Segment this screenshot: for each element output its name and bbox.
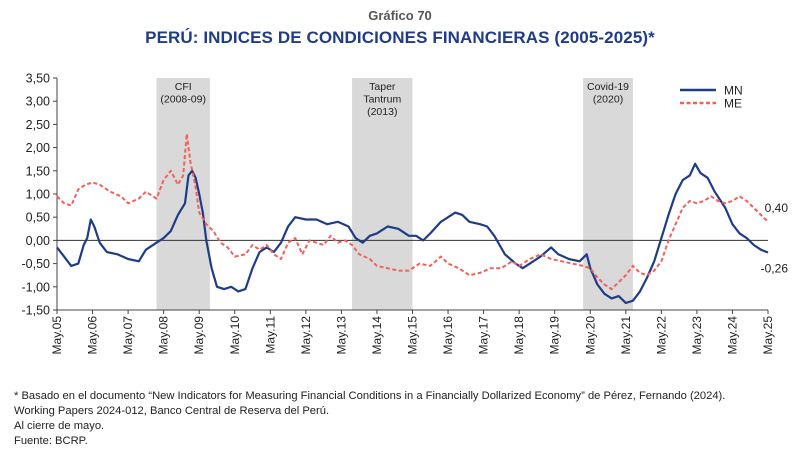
shaded-period-label: (2020) (593, 94, 623, 106)
x-tick-label: May.09 (192, 316, 206, 355)
x-tick-label: May.13 (334, 316, 348, 355)
x-tick-label: May.23 (690, 316, 704, 355)
x-tick-label: May.05 (50, 316, 64, 355)
x-tick-label: May.25 (761, 316, 775, 355)
end-label-me: 0,40 (765, 201, 789, 215)
x-tick-label: May.16 (441, 316, 455, 355)
footnote-source: Fuente: BCRP. (14, 435, 88, 447)
y-tick-label: -1,00 (22, 280, 51, 294)
footnotes: * Basado en el documento “New Indicators… (14, 389, 725, 449)
legend-label-mn: MN (724, 84, 743, 98)
footnote-date-note: Al cierre de mayo. (14, 420, 105, 432)
legend-label-me: ME (724, 97, 742, 111)
chart-kicker: Gráfico 70 (368, 8, 432, 23)
y-tick-label: 0,00 (26, 234, 50, 248)
y-tick-label: -0,50 (22, 257, 51, 271)
x-tick-label: May.06 (86, 316, 100, 355)
x-tick-label: May.11 (263, 316, 277, 354)
y-tick-label: -1,50 (22, 304, 51, 318)
y-tick-label: 0,50 (26, 211, 50, 225)
y-tick-label: 2,50 (26, 118, 50, 132)
shaded-period-label: (2013) (367, 106, 397, 118)
shaded-period-label: Covid-19 (587, 81, 629, 93)
x-tick-label: May.20 (583, 316, 597, 355)
shaded-period-label: (2008-09) (160, 94, 206, 106)
x-tick-label: May.08 (157, 316, 171, 355)
x-tick-label: May.14 (370, 316, 384, 355)
y-tick-label: 3,50 (26, 72, 50, 86)
series-line-mn (56, 162, 769, 305)
x-tick-label: May.12 (299, 316, 313, 355)
x-tick-label: May.07 (121, 316, 135, 355)
series-line-me (56, 132, 769, 291)
footnote-source-paper: * Basado en el documento “New Indicators… (14, 390, 726, 402)
shaded-period-0 (156, 78, 210, 310)
x-tick-label: May.21 (619, 316, 633, 355)
footnote-working-paper: Working Papers 2024-012, Banco Central d… (14, 405, 330, 417)
x-tick-label: May.22 (654, 316, 668, 355)
x-tick-label: May.19 (548, 316, 562, 355)
y-tick-label: 3,00 (26, 95, 50, 109)
y-tick-label: 1,50 (26, 164, 50, 178)
x-tick-label: May.24 (725, 316, 739, 355)
x-tick-label: May.10 (228, 316, 242, 355)
x-tick-label: May.15 (406, 316, 420, 355)
end-label-mn: -0,26 (761, 261, 789, 275)
x-tick-label: May.18 (512, 316, 526, 355)
x-tick-label: May.17 (477, 316, 491, 355)
chart-title: PERÚ: INDICES DE CONDICIONES FINANCIERAS… (145, 28, 655, 47)
y-tick-label: 2,00 (26, 141, 50, 155)
y-tick-label: 1,00 (26, 188, 50, 202)
shaded-period-label: Tantrum (363, 94, 401, 106)
shaded-period-label: CFI (175, 81, 192, 93)
shaded-period-label: Taper (369, 81, 396, 93)
